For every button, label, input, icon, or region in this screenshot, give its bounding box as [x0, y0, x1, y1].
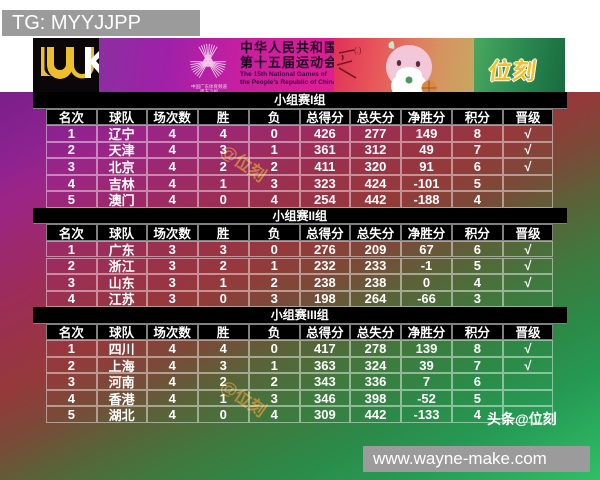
- svg-text:(.): (.): [354, 46, 362, 55]
